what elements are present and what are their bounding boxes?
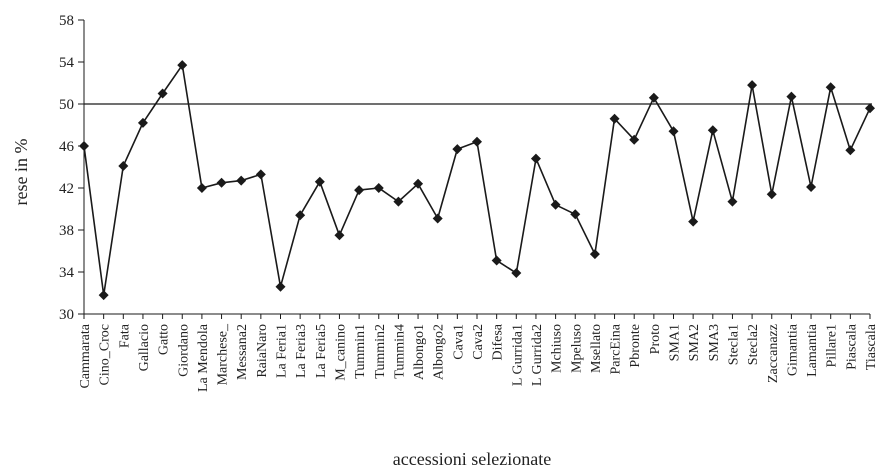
x-tick-label: Cava2 <box>471 324 486 360</box>
x-tick-label: Mpeluso <box>569 324 584 373</box>
data-point <box>845 145 856 156</box>
x-tick-label: Lamantia <box>805 323 820 377</box>
x-tick-label: Pbronte <box>628 324 643 368</box>
x-tick-label: Tiascala <box>864 323 879 370</box>
data-point <box>668 126 679 137</box>
x-tick-label: Messana2 <box>235 324 250 380</box>
y-tick-label: 38 <box>59 223 74 239</box>
data-point <box>393 196 404 207</box>
x-tick-label: Giordano <box>176 324 191 377</box>
y-tick-label: 58 <box>59 13 74 29</box>
data-point <box>570 209 581 220</box>
data-point <box>354 185 365 196</box>
data-point <box>511 268 522 279</box>
data-point <box>118 160 129 171</box>
x-tick-label: Tummin2 <box>373 324 388 379</box>
x-tick-label: Stecla2 <box>746 324 761 365</box>
data-point <box>550 199 561 210</box>
x-tick-label: Cammarata <box>78 323 93 388</box>
data-point <box>236 175 247 186</box>
data-point <box>707 125 718 136</box>
data-point <box>413 178 424 189</box>
x-tick-label: Gatto <box>157 324 172 355</box>
x-tick-label: L Gurrida2 <box>530 324 545 386</box>
data-point <box>491 255 502 266</box>
x-tick-label: Difesa <box>491 323 506 360</box>
data-point <box>334 230 345 241</box>
x-axis: Cammarata Cino_Croc Fata Gallacio Gatto Giord… <box>78 313 879 392</box>
data-point <box>275 281 286 292</box>
x-tick-label: Cava1 <box>451 324 466 360</box>
data-point <box>79 141 89 151</box>
y-tick-label: 30 <box>59 307 74 323</box>
y-tick-label: 42 <box>59 181 74 197</box>
y-tick-label: 46 <box>59 139 75 155</box>
data-point <box>727 196 738 207</box>
data-point <box>825 82 836 93</box>
x-tick-label: La Feria5 <box>314 324 329 378</box>
x-tick-label: Stecla1 <box>726 324 741 365</box>
data-point <box>472 136 482 147</box>
data-point <box>865 103 875 114</box>
x-tick-label: SMA1 <box>668 324 683 361</box>
data-point <box>255 169 266 180</box>
x-tick-label: La Feria3 <box>294 324 309 378</box>
x-tick-label: Fata <box>117 323 132 348</box>
x-tick-label: Proto <box>648 324 663 354</box>
x-tick-label: Marchese_ <box>216 323 231 385</box>
data-point <box>295 210 306 221</box>
x-tick-label: SMA3 <box>707 324 722 361</box>
data-point <box>629 134 640 145</box>
y-axis: 30 34 38 42 46 50 54 58 <box>59 13 85 323</box>
x-tick-label: Albongo2 <box>432 324 447 380</box>
data-point <box>766 189 777 200</box>
data-point <box>98 290 109 301</box>
x-tick-label: SMA2 <box>687 324 702 361</box>
data-point <box>530 153 541 164</box>
x-tick-label: Tummin4 <box>392 324 407 379</box>
x-tick-label: Albongo1 <box>412 324 427 380</box>
data-point <box>806 181 817 192</box>
data-point <box>688 216 699 227</box>
data-point <box>786 91 797 102</box>
x-tick-label: Piascala <box>844 323 859 370</box>
data-point <box>157 88 168 99</box>
x-tick-label: Pillare1 <box>825 324 840 368</box>
data-point <box>314 176 325 187</box>
data-point <box>589 249 600 260</box>
x-tick-label: Mchiuso <box>550 324 565 373</box>
x-tick-label: RaiaNaro <box>255 324 270 378</box>
data-point <box>216 177 227 188</box>
data-series <box>79 60 875 301</box>
x-tick-label: M_canino <box>333 324 348 381</box>
data-point <box>609 113 620 124</box>
x-tick-label: Msellato <box>589 324 604 373</box>
y-tick-label: 50 <box>59 97 74 113</box>
data-point <box>373 183 384 193</box>
x-tick-label: L Gurrida1 <box>510 324 525 386</box>
y-tick-label: 34 <box>59 265 75 281</box>
series-line <box>83 64 871 296</box>
x-tick-label: La Mendola <box>196 323 211 392</box>
data-point <box>432 213 443 224</box>
x-tick-label: Zaccanazz <box>766 324 781 383</box>
data-point <box>196 183 207 193</box>
x-tick-label: Gimantia <box>785 323 800 376</box>
x-tick-label: Cino_Croc <box>98 324 113 385</box>
x-tick-label: Gallacio <box>137 324 152 371</box>
data-point <box>747 80 758 91</box>
x-axis-title: accessioni selezionate <box>393 449 551 469</box>
data-point <box>648 92 659 103</box>
x-tick-label: ParcEina <box>609 323 624 374</box>
data-point <box>452 144 463 155</box>
y-axis-title: rese in % <box>11 139 31 206</box>
x-tick-label: La Feria1 <box>275 324 290 378</box>
data-point <box>177 60 188 71</box>
data-point <box>137 117 148 128</box>
y-tick-label: 54 <box>59 55 75 71</box>
x-tick-label: Tummin1 <box>353 324 368 379</box>
